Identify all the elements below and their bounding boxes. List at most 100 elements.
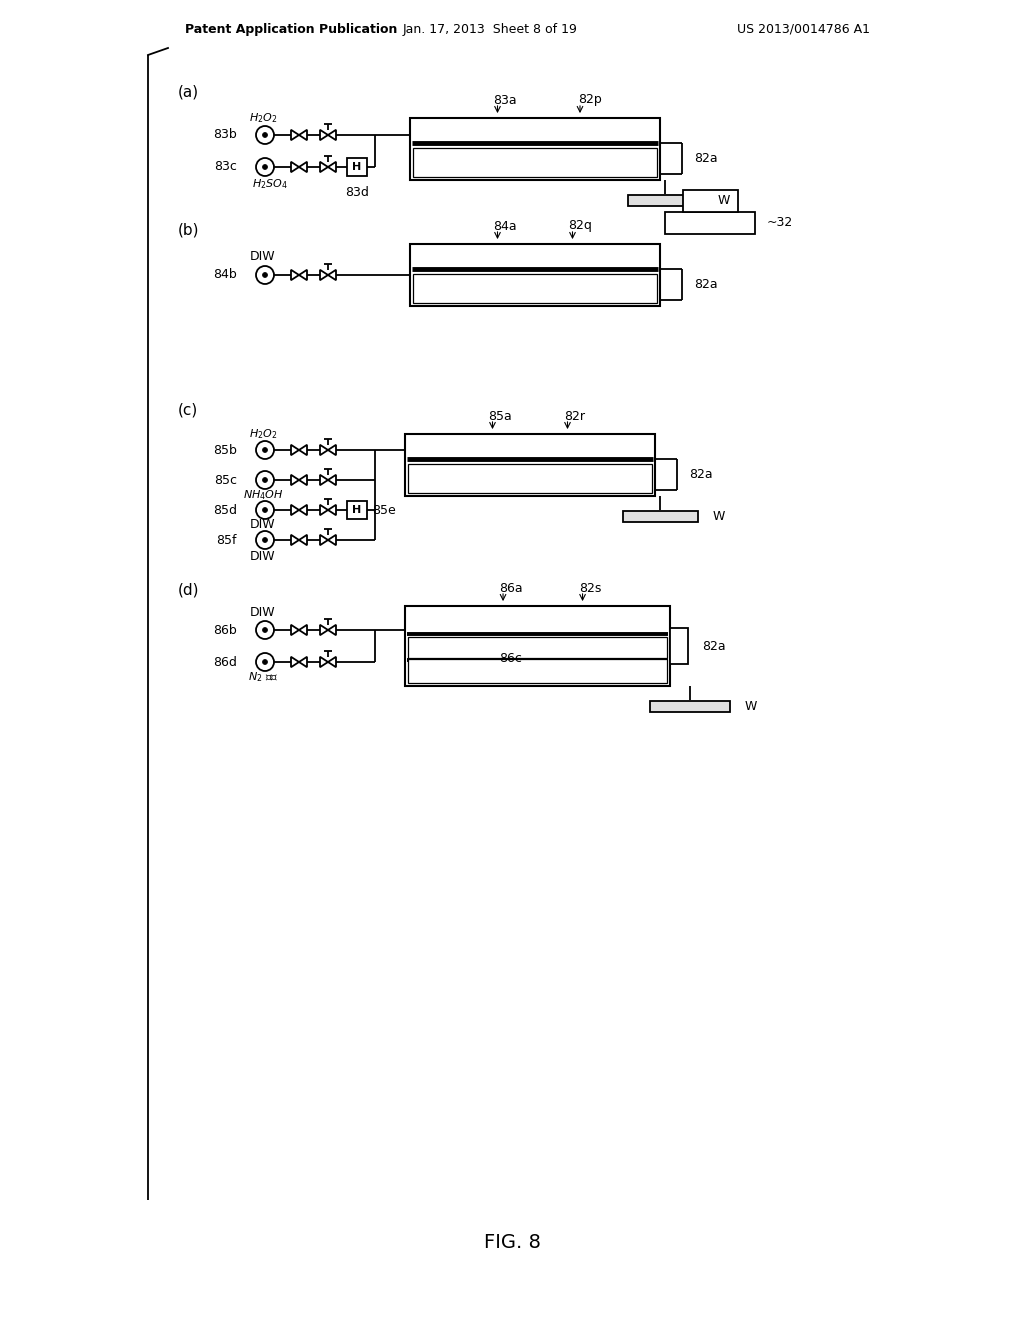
Text: 82a: 82a <box>694 279 718 290</box>
Text: DIW: DIW <box>250 606 275 619</box>
Polygon shape <box>319 624 328 635</box>
Text: 85f: 85f <box>216 533 237 546</box>
Polygon shape <box>319 504 328 515</box>
Text: DIW: DIW <box>250 251 275 264</box>
Text: 82p: 82p <box>579 94 602 107</box>
Text: 84a: 84a <box>494 219 517 232</box>
Polygon shape <box>319 535 328 545</box>
Text: W: W <box>718 194 730 206</box>
Polygon shape <box>291 445 299 455</box>
Bar <box>413 275 657 304</box>
Bar <box>410 244 660 306</box>
Text: W: W <box>713 510 725 523</box>
Text: Jan. 17, 2013  Sheet 8 of 19: Jan. 17, 2013 Sheet 8 of 19 <box>402 22 578 36</box>
Polygon shape <box>291 162 299 172</box>
Text: FIG. 8: FIG. 8 <box>483 1233 541 1251</box>
Polygon shape <box>319 657 328 667</box>
Text: $H_2SO_4$: $H_2SO_4$ <box>252 177 288 191</box>
Bar <box>408 659 667 682</box>
Bar <box>413 148 657 177</box>
Text: $N_2$ ガス: $N_2$ ガス <box>248 671 279 684</box>
Circle shape <box>256 502 274 519</box>
Text: 86d: 86d <box>213 656 237 668</box>
Bar <box>347 502 367 519</box>
Polygon shape <box>291 129 299 140</box>
Text: 82a: 82a <box>694 152 718 165</box>
Text: US 2013/0014786 A1: US 2013/0014786 A1 <box>737 22 870 36</box>
Text: Patent Application Publication: Patent Application Publication <box>185 22 397 36</box>
Polygon shape <box>328 624 336 635</box>
Polygon shape <box>291 657 299 667</box>
Bar <box>347 158 367 176</box>
Polygon shape <box>299 445 307 455</box>
Bar <box>650 701 730 711</box>
Bar <box>406 606 670 686</box>
Circle shape <box>256 441 274 459</box>
Text: DIW: DIW <box>250 517 275 531</box>
Text: 83b: 83b <box>213 128 237 141</box>
Text: 86a: 86a <box>499 582 523 594</box>
Bar <box>665 213 755 234</box>
Text: (c): (c) <box>178 403 199 417</box>
Text: W: W <box>745 700 758 713</box>
Polygon shape <box>328 475 336 486</box>
Circle shape <box>256 653 274 671</box>
Text: 83a: 83a <box>494 94 517 107</box>
Polygon shape <box>299 535 307 545</box>
Text: 85d: 85d <box>213 503 237 516</box>
Polygon shape <box>299 269 307 280</box>
Text: 83c: 83c <box>214 161 237 173</box>
Circle shape <box>262 132 267 137</box>
Polygon shape <box>299 657 307 667</box>
Circle shape <box>262 507 267 512</box>
Text: $NH_4OH$: $NH_4OH$ <box>243 488 284 502</box>
Circle shape <box>262 447 267 453</box>
Polygon shape <box>299 162 307 172</box>
Text: 85b: 85b <box>213 444 237 457</box>
Circle shape <box>262 478 267 483</box>
Polygon shape <box>328 535 336 545</box>
Polygon shape <box>328 269 336 280</box>
Circle shape <box>262 660 267 664</box>
Circle shape <box>256 471 274 488</box>
Circle shape <box>256 620 274 639</box>
Polygon shape <box>328 657 336 667</box>
Polygon shape <box>319 445 328 455</box>
Circle shape <box>256 531 274 549</box>
Polygon shape <box>319 162 328 172</box>
Polygon shape <box>299 475 307 486</box>
Text: H: H <box>352 162 361 172</box>
Text: 86b: 86b <box>213 623 237 636</box>
Bar <box>406 434 655 496</box>
Text: 82s: 82s <box>580 582 602 594</box>
Bar <box>623 511 697 521</box>
Text: (a): (a) <box>178 84 199 99</box>
Circle shape <box>256 158 274 176</box>
Text: $H_2O_2$: $H_2O_2$ <box>249 111 278 125</box>
Text: 86c: 86c <box>500 652 522 664</box>
Bar <box>408 636 667 659</box>
Text: H: H <box>352 506 361 515</box>
Bar <box>408 465 652 492</box>
Polygon shape <box>291 504 299 515</box>
Text: $H_2O_2$: $H_2O_2$ <box>249 428 278 441</box>
Text: 85a: 85a <box>488 409 512 422</box>
Circle shape <box>262 272 267 277</box>
Text: 85e: 85e <box>372 503 395 516</box>
Circle shape <box>256 267 274 284</box>
Bar <box>410 117 660 180</box>
Text: (d): (d) <box>178 582 200 598</box>
Text: 83d: 83d <box>345 186 369 199</box>
Text: 85c: 85c <box>214 474 237 487</box>
Text: DIW: DIW <box>250 549 275 562</box>
Circle shape <box>256 125 274 144</box>
Bar <box>670 628 688 664</box>
Text: 82r: 82r <box>564 409 586 422</box>
Polygon shape <box>328 504 336 515</box>
Polygon shape <box>328 162 336 172</box>
Polygon shape <box>299 129 307 140</box>
Circle shape <box>262 627 267 632</box>
Polygon shape <box>328 129 336 140</box>
Polygon shape <box>299 504 307 515</box>
Text: (b): (b) <box>178 223 200 238</box>
